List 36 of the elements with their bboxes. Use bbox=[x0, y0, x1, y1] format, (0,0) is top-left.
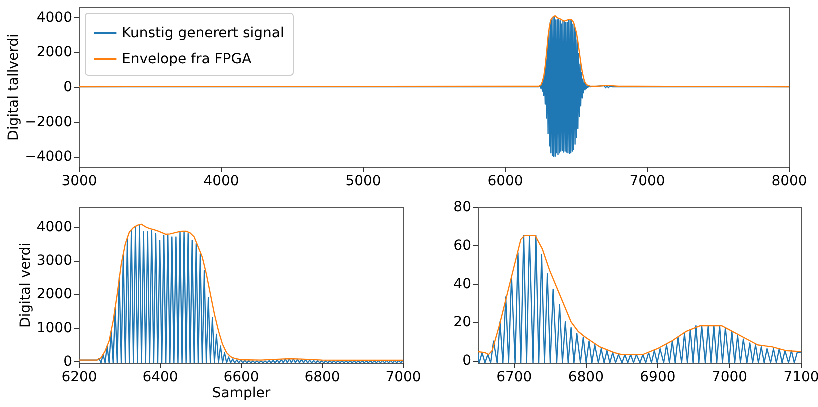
x-tick-label: 6800 bbox=[568, 370, 604, 386]
y-tick-label: 2000 bbox=[36, 286, 72, 303]
x-tick-label: 6900 bbox=[640, 370, 676, 386]
y-tick-label: 0 bbox=[64, 80, 72, 96]
x-tick-label: 8000 bbox=[772, 174, 808, 190]
x-tick-label: 6000 bbox=[488, 174, 524, 190]
y-tick-label: 3000 bbox=[36, 253, 72, 270]
y-axis-title: Digital tallverdi bbox=[6, 34, 22, 141]
y-tick-label: 2000 bbox=[36, 44, 72, 61]
x-tick-label: 4000 bbox=[204, 174, 240, 190]
line-series bbox=[79, 15, 789, 88]
x-axis-title: Sampler bbox=[212, 386, 271, 402]
y-axis-title: Digital verdi bbox=[18, 242, 34, 328]
x-tick-label: 6800 bbox=[304, 370, 340, 386]
y-tick-label: −2000 bbox=[25, 114, 72, 130]
y-tick-label: 0 bbox=[462, 353, 472, 370]
legend-label: Kunstig generert signal bbox=[122, 26, 284, 42]
x-tick-label: 5000 bbox=[346, 174, 382, 190]
y-tick-label: 60 bbox=[454, 238, 472, 254]
legend-label: Envelope fra FPGA bbox=[122, 52, 252, 68]
y-tick-label: 0 bbox=[64, 354, 72, 370]
y-tick-label: 4000 bbox=[36, 10, 72, 26]
x-tick-label: 7100 bbox=[784, 370, 818, 386]
x-tick-label: 7000 bbox=[712, 370, 748, 386]
y-tick-label: 80 bbox=[454, 200, 472, 216]
x-tick-label: 7000 bbox=[630, 174, 666, 190]
y-tick-label: 4000 bbox=[36, 220, 72, 236]
y-tick-label: 1000 bbox=[36, 320, 72, 336]
x-tick-label: 6400 bbox=[142, 370, 178, 386]
x-tick-label: 7000 bbox=[386, 370, 422, 386]
y-tick-label: −4000 bbox=[25, 149, 72, 166]
y-tick-label: 20 bbox=[454, 314, 472, 331]
x-tick-label: 6200 bbox=[62, 370, 98, 386]
x-tick-label: 6600 bbox=[224, 370, 260, 386]
x-tick-label: 6700 bbox=[496, 370, 532, 386]
y-tick-label: 40 bbox=[454, 276, 472, 292]
